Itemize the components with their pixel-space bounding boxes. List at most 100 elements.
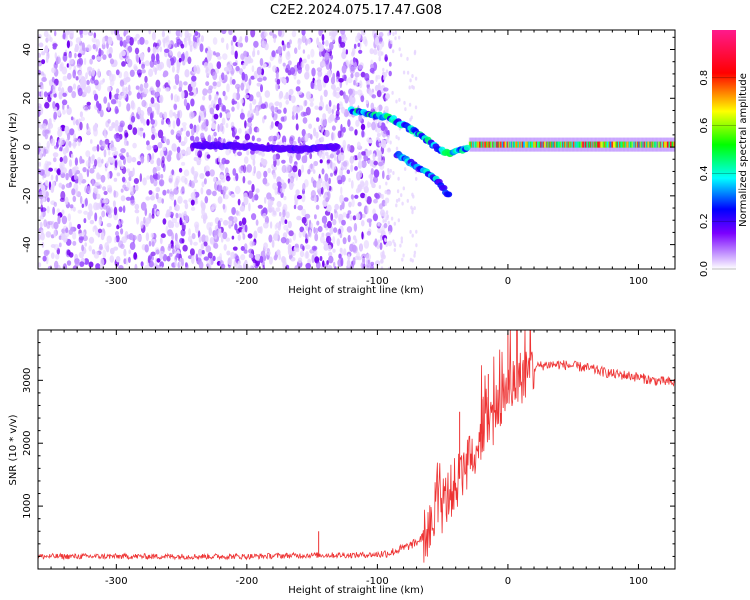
noise-speckle [181, 212, 185, 222]
noise-speckle [242, 233, 246, 240]
noise-speckle [226, 83, 230, 93]
noise-speckle [234, 135, 240, 140]
noise-speckle [188, 40, 194, 48]
noise-speckle [161, 198, 164, 204]
noise-speckle [144, 244, 149, 253]
noise-speckle [56, 109, 62, 116]
noise-speckle [243, 249, 248, 254]
noise-speckle [56, 208, 60, 214]
noise-speckle [190, 135, 195, 141]
noise-speckle [161, 155, 165, 164]
noise-speckle [139, 52, 145, 62]
noise-speckle [255, 219, 259, 226]
noise-speckle [180, 53, 185, 62]
noise-speckle [355, 35, 359, 43]
noise-speckle [81, 231, 86, 236]
noise-speckle [311, 67, 316, 77]
noise-speckle [379, 237, 383, 242]
noise-speckle [326, 159, 331, 164]
noise-speckle [248, 94, 254, 102]
noise-speckle [122, 205, 126, 214]
noise-speckle [230, 39, 234, 47]
noise-speckle [301, 208, 307, 217]
noise-speckle [182, 125, 187, 132]
noise-speckle [276, 78, 281, 85]
noise-speckle [304, 213, 311, 219]
noise-speckle [127, 58, 133, 68]
noise-speckle [171, 217, 178, 224]
noise-speckle [51, 67, 56, 74]
noise-speckle [281, 40, 285, 46]
noise-speckle [173, 187, 179, 195]
noise-speckle [72, 140, 77, 149]
noise-speckle [182, 244, 188, 252]
noise-speckle [276, 200, 282, 208]
noise-speckle [287, 244, 292, 252]
noise-speckle [387, 220, 390, 225]
noise-speckle [385, 93, 390, 100]
noise-speckle [168, 59, 171, 69]
noise-speckle [358, 49, 363, 54]
noise-speckle [204, 196, 209, 204]
noise-speckle [90, 139, 93, 144]
noise-speckle [151, 31, 156, 41]
noise-speckle [320, 235, 325, 244]
noise-speckle [334, 30, 338, 35]
noise-speckle [135, 33, 140, 39]
noise-speckle [173, 85, 177, 90]
noise-speckle [79, 111, 83, 118]
noise-speckle [383, 87, 389, 92]
noise-speckle [152, 144, 158, 149]
noise-speckle [74, 258, 80, 267]
noise-speckle [406, 56, 409, 61]
noise-speckle [189, 248, 195, 256]
noise-speckle [318, 43, 325, 52]
noise-speckle [239, 205, 245, 212]
noise-speckle [256, 137, 262, 142]
noise-speckle [93, 251, 100, 259]
noise-speckle [43, 91, 48, 98]
noise-speckle [262, 177, 268, 185]
x-tick-label: 100 [629, 276, 648, 287]
noise-speckle [302, 58, 307, 64]
noise-speckle [180, 149, 186, 154]
noise-speckle [280, 187, 285, 194]
noise-speckle [386, 216, 389, 221]
noise-speckle [53, 93, 57, 98]
noise-speckle [173, 103, 178, 111]
noise-speckle [198, 236, 202, 243]
noise-speckle [163, 39, 166, 48]
noise-speckle [169, 109, 174, 118]
noise-speckle [133, 65, 138, 72]
noise-speckle [139, 130, 143, 137]
noise-speckle [120, 164, 124, 170]
noise-speckle [235, 173, 239, 182]
noise-speckle [155, 45, 160, 53]
noise-speckle [397, 176, 400, 181]
noise-speckle [172, 112, 176, 117]
noise-speckle [74, 157, 78, 166]
streak-mark [333, 143, 341, 150]
noise-speckle [119, 120, 125, 128]
noise-speckle [111, 146, 117, 152]
noise-speckle [248, 58, 254, 64]
noise-speckle [55, 253, 60, 260]
noise-speckle [239, 42, 243, 48]
noise-speckle [271, 50, 276, 58]
noise-speckle [81, 42, 85, 52]
noise-speckle [136, 161, 142, 166]
noise-speckle [42, 173, 47, 178]
noise-speckle [127, 45, 133, 53]
noise-speckle [353, 222, 358, 232]
noise-speckle [120, 188, 124, 193]
noise-speckle [52, 101, 56, 109]
noise-speckle [70, 116, 74, 121]
noise-speckle [387, 240, 393, 247]
noise-speckle [93, 32, 97, 39]
noise-speckle [103, 198, 109, 204]
noise-speckle [339, 90, 344, 96]
noise-speckle [129, 36, 134, 46]
noise-speckle [385, 243, 388, 247]
noise-speckle [77, 53, 82, 58]
